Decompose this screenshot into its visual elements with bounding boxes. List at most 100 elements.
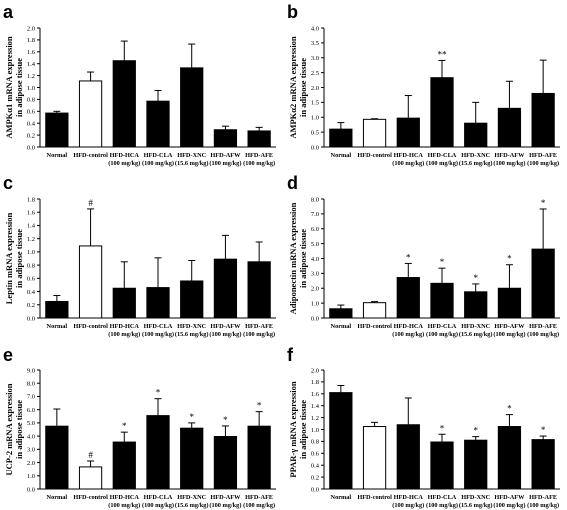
bar bbox=[247, 425, 271, 490]
bar bbox=[430, 441, 454, 490]
x-tick-label: HFD-CLA bbox=[428, 323, 457, 330]
y-tick-label: 0.8 bbox=[27, 97, 35, 104]
bar bbox=[213, 129, 238, 148]
y-tick-label: 4.0 bbox=[27, 433, 35, 440]
x-tick-label: HFD-XNC bbox=[177, 152, 206, 159]
significance-mark: * bbox=[507, 254, 512, 264]
bar bbox=[78, 466, 103, 490]
bar bbox=[146, 415, 170, 490]
y-tick-label: 1.6 bbox=[27, 49, 36, 56]
bar bbox=[497, 107, 522, 148]
y-tick-label: 1.0 bbox=[311, 427, 319, 434]
bar bbox=[180, 427, 204, 490]
y-axis-label: in adipose tissue bbox=[298, 58, 308, 117]
bar bbox=[180, 67, 204, 148]
significance-mark: # bbox=[88, 450, 93, 460]
y-tick-label: 0.0 bbox=[27, 486, 35, 493]
y-tick-label: 1.6 bbox=[27, 210, 36, 217]
bar bbox=[396, 424, 420, 490]
significance-mark: * bbox=[507, 404, 512, 414]
x-tick-label: (15.6 mg/kg) bbox=[175, 502, 209, 509]
x-tick-label: HFD-AFE bbox=[245, 323, 273, 330]
y-tick-label: 0.5 bbox=[311, 129, 319, 136]
x-tick-label: HFD-AFE bbox=[529, 323, 557, 330]
x-tick-label: HFD-XNC bbox=[177, 323, 206, 330]
x-tick-label: (100 mg/kg) bbox=[493, 160, 525, 167]
significance-mark: ** bbox=[438, 49, 448, 59]
x-tick-label: HFD-AFW bbox=[210, 152, 241, 159]
bar bbox=[430, 282, 454, 319]
y-axis-label: in adipose tissue bbox=[298, 400, 308, 459]
x-tick-label: HFD-control bbox=[357, 323, 392, 330]
y-tick-label: 9.0 bbox=[27, 367, 35, 374]
significance-mark: * bbox=[440, 423, 445, 433]
x-tick-label: HFD-AFW bbox=[494, 323, 525, 330]
y-tick-label: 2.0 bbox=[27, 25, 35, 32]
x-tick-label: HFD-AFE bbox=[245, 494, 273, 501]
x-tick-label: HFD-control bbox=[73, 494, 108, 501]
y-tick-label: 0.0 bbox=[27, 144, 35, 151]
significance-mark: * bbox=[406, 252, 411, 262]
x-tick-label: HFD-AFW bbox=[210, 323, 241, 330]
x-tick-label: HFD-XNC bbox=[461, 152, 490, 159]
significance-mark: * bbox=[257, 401, 262, 411]
x-tick-label: (100 mg/kg) bbox=[108, 160, 140, 167]
x-tick-label: (100 mg/kg) bbox=[493, 331, 525, 338]
y-tick-label: 7.0 bbox=[27, 394, 35, 401]
x-tick-label: Normal bbox=[47, 323, 68, 330]
panel-a-label: a bbox=[3, 2, 14, 22]
significance-mark: * bbox=[541, 425, 546, 435]
significance-mark: # bbox=[88, 198, 93, 208]
y-tick-label: 0.4 bbox=[311, 463, 320, 470]
x-tick-label: HFD-HCA bbox=[110, 323, 140, 330]
bar bbox=[180, 280, 204, 319]
bar bbox=[247, 130, 271, 148]
y-tick-label: 6.0 bbox=[311, 226, 319, 233]
y-tick-label: 0.6 bbox=[27, 276, 36, 283]
x-tick-label: (100 mg/kg) bbox=[243, 160, 275, 167]
x-tick-label: HFD-AFW bbox=[494, 494, 525, 501]
x-tick-label: HFD-XNC bbox=[461, 323, 490, 330]
bar bbox=[112, 60, 136, 148]
x-tick-label: (100 mg/kg) bbox=[243, 331, 275, 338]
y-tick-label: 1.0 bbox=[311, 115, 319, 122]
panel-f-label: f bbox=[287, 345, 294, 365]
y-tick-label: 0.0 bbox=[311, 486, 319, 493]
y-tick-label: 2.0 bbox=[311, 85, 319, 92]
x-tick-label: HFD-AFW bbox=[210, 494, 241, 501]
x-tick-label: HFD-CLA bbox=[144, 323, 173, 330]
bar bbox=[464, 122, 488, 148]
bar bbox=[45, 112, 69, 148]
y-tick-label: 4.0 bbox=[311, 25, 319, 32]
bar bbox=[45, 425, 69, 490]
y-tick-label: 0.8 bbox=[311, 439, 319, 446]
x-tick-label: Normal bbox=[331, 323, 352, 330]
x-tick-label: HFD-control bbox=[357, 494, 392, 501]
panel-d: d 0.0 1.0 2.0 3.0 4.0 5.0 6.0 7.0 8.0 Adiponectin… bbox=[287, 173, 560, 338]
y-tick-label: 0.2 bbox=[27, 302, 35, 309]
y-axis-label: AMPKα1 mRNA expression bbox=[4, 36, 14, 139]
y-tick-label: 2.5 bbox=[311, 70, 319, 77]
bar bbox=[362, 426, 387, 490]
y-tick-label: 1.8 bbox=[311, 379, 319, 386]
y-tick-label: 1.8 bbox=[27, 196, 35, 203]
x-tick-label: (100 mg/kg) bbox=[209, 502, 241, 509]
bar bbox=[329, 128, 353, 148]
x-tick-label: HFD-HCA bbox=[110, 152, 140, 159]
y-tick-label: 1.2 bbox=[27, 236, 35, 243]
y-axis-label: Leptin mRNA expression bbox=[4, 212, 14, 304]
x-tick-label: HFD-HCA bbox=[394, 152, 424, 159]
panel-b: b 0.0 0.5 1.0 1.5 2.0 2.5 3.0 3.5 4.0 AMPKα2 mRNA… bbox=[287, 2, 560, 167]
y-tick-label: 8.0 bbox=[27, 381, 35, 388]
significance-mark: * bbox=[156, 388, 161, 398]
x-tick-label: HFD-control bbox=[73, 323, 108, 330]
x-tick-label: (100 mg/kg) bbox=[108, 502, 140, 509]
y-tick-label: 0.2 bbox=[311, 474, 319, 481]
x-tick-label: HFD-CLA bbox=[428, 152, 457, 159]
y-tick-label: 1.4 bbox=[27, 61, 36, 68]
x-tick-label: HFD-CLA bbox=[144, 152, 173, 159]
y-axis-label: in adipose tissue bbox=[298, 229, 308, 288]
y-tick-label: 0.2 bbox=[27, 132, 35, 139]
x-tick-label: (100 mg/kg) bbox=[426, 502, 458, 509]
x-tick-label: HFD-AFE bbox=[529, 152, 557, 159]
